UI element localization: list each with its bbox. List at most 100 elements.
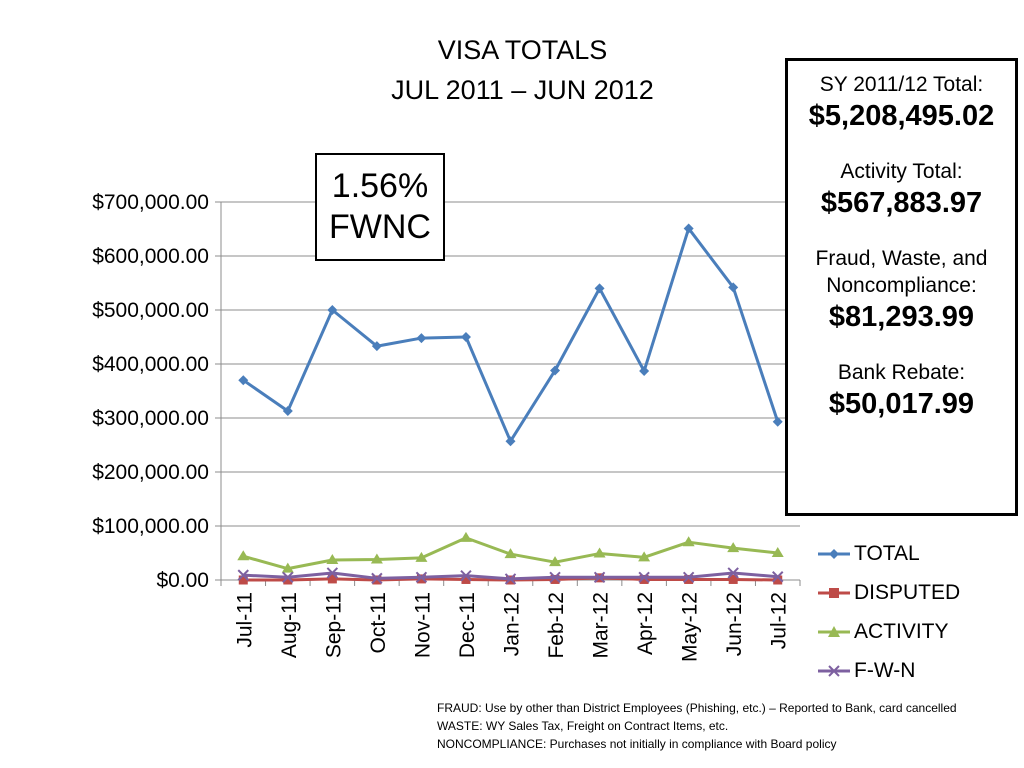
- y-tick-label: $400,000.00: [92, 353, 209, 376]
- data-point: [415, 571, 428, 584]
- data-point: [639, 574, 649, 584]
- fwn-total-value: $81,293.99: [828, 301, 975, 333]
- sy-total-label: SY 2011/12 Total:: [819, 73, 984, 96]
- total-group-activity: Activity Total: $567,883.97: [788, 158, 1015, 221]
- data-point: [416, 574, 426, 584]
- legend-marker-activity: [818, 625, 850, 637]
- x-tick-label: Nov-11: [411, 592, 434, 658]
- activity-total-value: $567,883.97: [820, 187, 983, 219]
- data-point: [682, 571, 695, 584]
- note-fraud: FRAUD: Use by other than District Employ…: [437, 701, 957, 715]
- rebate-value: $50,017.99: [828, 388, 975, 420]
- data-point: [504, 573, 517, 585]
- legend-marker-fwn: [818, 664, 850, 677]
- y-tick-label: $500,000.00: [92, 299, 209, 322]
- data-point: [327, 574, 337, 584]
- x-tick-label: Sep-11: [322, 592, 345, 658]
- fwnc-label: FWNC: [329, 208, 431, 246]
- x-axis-labels: Jul-11 Aug-11 Sep-11 Oct-11 Nov-11 Dec-11 Jan-…: [220, 580, 801, 662]
- data-point: [504, 548, 517, 559]
- data-point: [326, 554, 339, 565]
- y-tick-label: $200,000.00: [92, 461, 209, 484]
- data-point: [728, 574, 738, 584]
- fwn-total-label: Fraud, Waste, and Noncompliance:: [815, 247, 988, 297]
- data-point: [684, 574, 694, 584]
- series-activity: [237, 531, 784, 573]
- x-tick-label: Oct-11: [367, 592, 390, 653]
- y-tick-label: $0.00: [156, 569, 209, 592]
- x-tick-label: Jul-12: [768, 592, 791, 649]
- x-tick-label: Apr-12: [634, 592, 657, 655]
- data-point: [550, 574, 560, 584]
- data-point: [683, 223, 694, 234]
- data-point: [281, 562, 294, 573]
- x-tick-label: Jul-11: [233, 592, 256, 648]
- fwnc-percent-box: 1.56% FWNC: [315, 153, 445, 261]
- data-point: [773, 575, 783, 585]
- data-point: [727, 567, 739, 579]
- data-point: [638, 571, 650, 584]
- legend-label-disputed: DISPUTED: [854, 580, 961, 604]
- chart-title: VISA TOTALS JUL 2011 – JUN 2012: [300, 30, 745, 110]
- legend-item-disputed: DISPUTED: [818, 573, 1018, 612]
- x-tick-label: Dec-11: [456, 592, 479, 658]
- data-point: [594, 283, 605, 294]
- data-point: [283, 575, 293, 585]
- legend-label-total: TOTAL: [854, 541, 920, 565]
- data-point: [282, 405, 293, 416]
- sy-total-value: $5,208,495.02: [808, 100, 995, 132]
- note-noncompliance: NONCOMPLIANCE: Purchases not initially i…: [437, 737, 837, 751]
- data-point: [505, 436, 516, 447]
- total-group-rebate: Bank Rebate: $50,017.99: [788, 359, 1015, 422]
- data-point: [372, 575, 382, 585]
- data-point: [460, 332, 471, 342]
- total-group-sy: SY 2011/12 Total: $5,208,495.02: [788, 71, 1015, 134]
- data-point: [772, 416, 783, 427]
- chart-title-line1: VISA TOTALS: [437, 35, 608, 65]
- note-waste: WASTE: WY Sales Tax, Freight on Contract…: [437, 719, 729, 733]
- data-point: [727, 542, 740, 553]
- data-point: [237, 550, 250, 561]
- data-point: [461, 574, 471, 584]
- chart-subtitle: JUL 2011 – JUN 2012: [391, 75, 654, 105]
- data-point: [416, 333, 427, 344]
- data-point: [772, 571, 784, 583]
- x-tick-label: Aug-11: [278, 592, 301, 658]
- data-point: [371, 341, 382, 352]
- data-point: [593, 547, 606, 558]
- data-point: [593, 571, 606, 584]
- data-point: [549, 571, 561, 584]
- data-point: [282, 571, 294, 584]
- data-point: [371, 572, 383, 585]
- data-point: [638, 551, 651, 562]
- legend-item-total: TOTAL: [818, 534, 1018, 573]
- data-point: [370, 553, 383, 564]
- y-tick-label: $700,000.00: [92, 191, 209, 214]
- data-point: [771, 547, 784, 557]
- legend-item-activity: ACTIVITY: [818, 612, 1018, 651]
- legend-label-fwn: F-W-N: [854, 658, 916, 682]
- y-tick-label: $300,000.00: [92, 407, 209, 430]
- gridlines: $0.00 $100,000.00 $200,000.00 $300,000.00 $4…: [92, 191, 800, 592]
- series-total: [238, 223, 783, 447]
- fwnc-percent: 1.56%: [331, 167, 429, 205]
- data-point: [327, 305, 338, 315]
- data-point: [415, 551, 428, 562]
- data-point: [237, 569, 249, 581]
- total-group-fwn: Fraud, Waste, and Noncompliance: $81,293…: [788, 245, 1015, 335]
- definitions-notes: FRAUD: Use by other than District Employ…: [437, 699, 1017, 753]
- legend-item-fwn: F-W-N: [818, 651, 1018, 690]
- legend-marker-disputed: [818, 587, 850, 598]
- data-point: [460, 569, 472, 582]
- data-point: [326, 567, 339, 579]
- x-tick-label: May-12: [679, 592, 702, 662]
- data-point: [459, 531, 472, 542]
- data-point: [639, 366, 650, 377]
- data-point: [550, 365, 561, 376]
- x-tick-label: Feb-12: [545, 592, 568, 659]
- x-tick-label: Jan-12: [501, 592, 524, 656]
- data-point: [238, 575, 248, 585]
- legend-label-activity: ACTIVITY: [854, 619, 949, 643]
- x-tick-label: Mar-12: [590, 592, 613, 659]
